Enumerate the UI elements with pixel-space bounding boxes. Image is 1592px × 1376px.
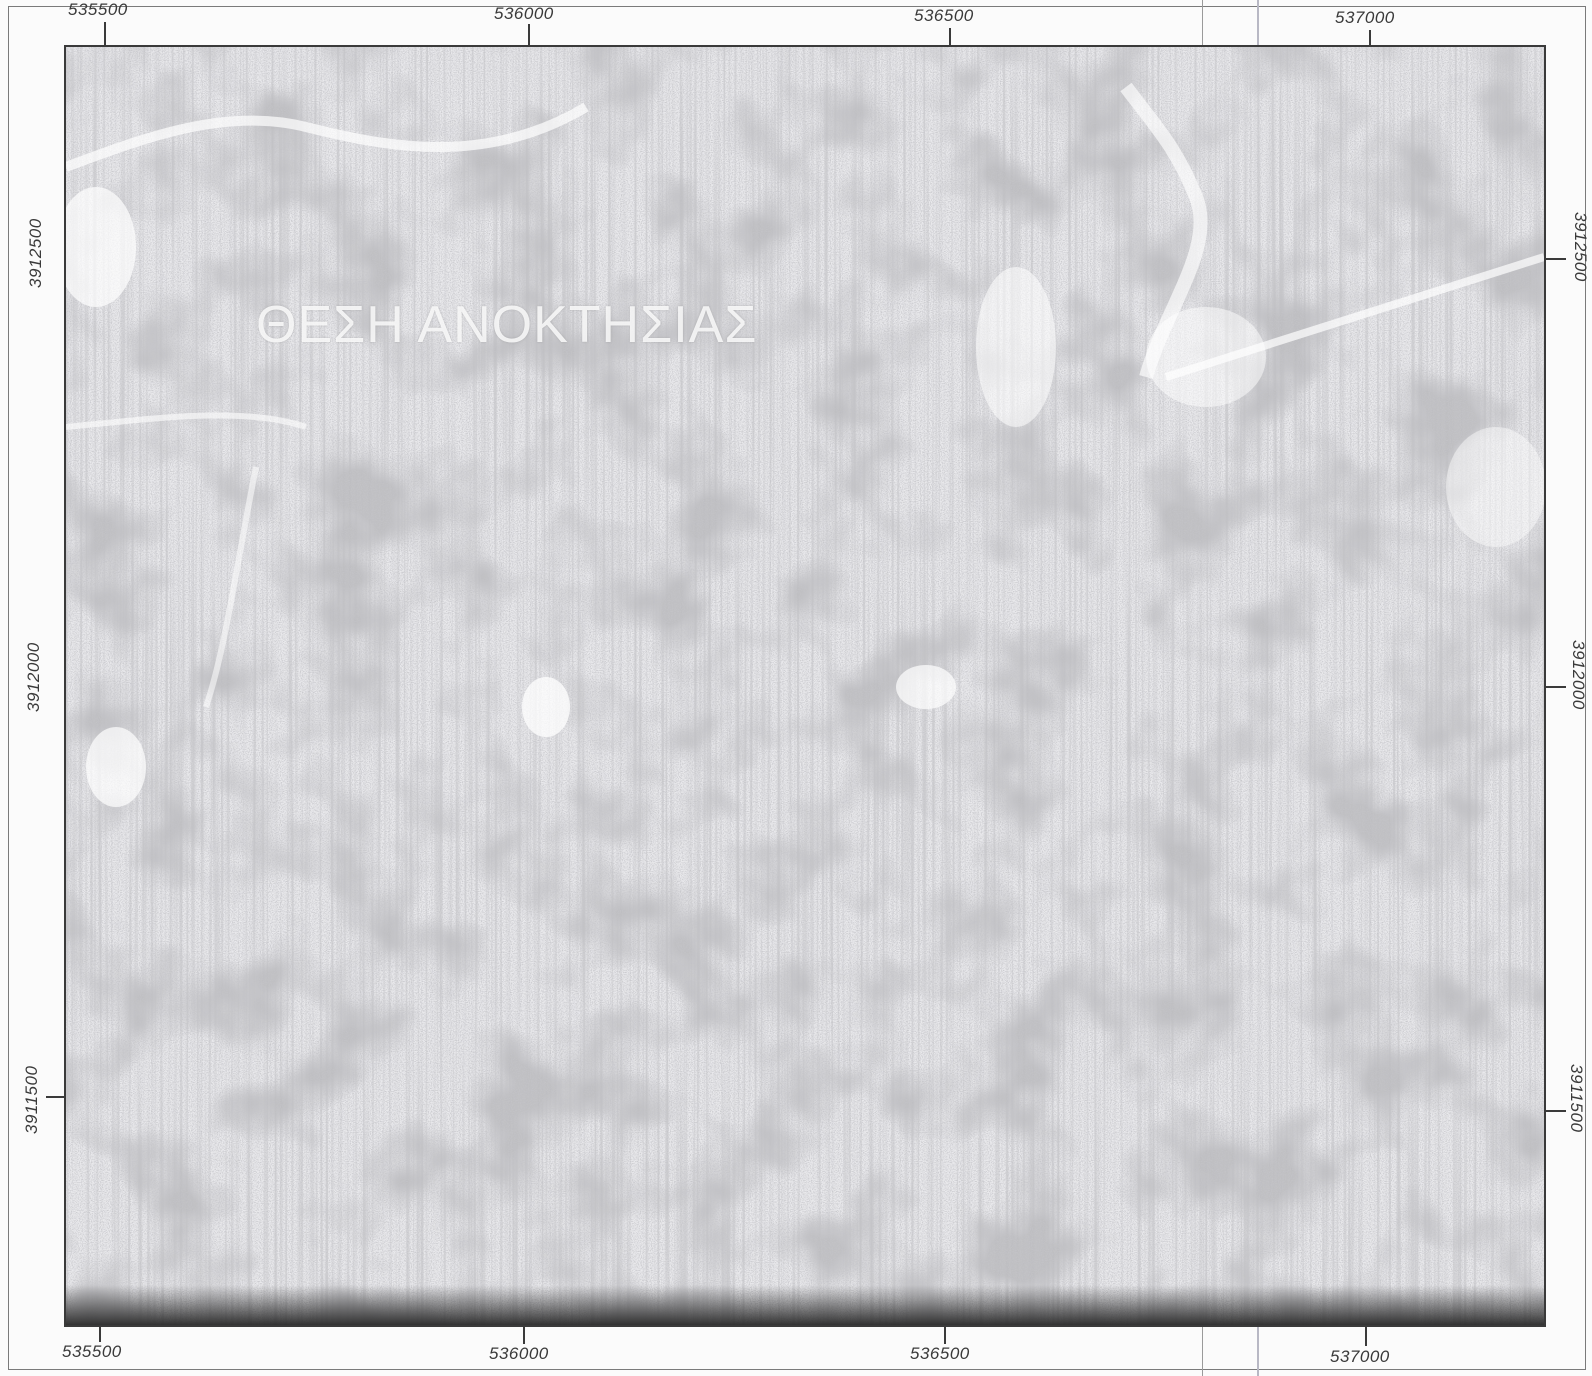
orthophoto-texture <box>66 47 1544 1325</box>
bottom-x-tick-mark <box>99 1322 101 1342</box>
right-y-tick-mark <box>1546 258 1566 260</box>
bottom-x-tick-mark <box>944 1324 946 1344</box>
top-x-tick-label: 537000 <box>1335 8 1395 27</box>
orthophoto-map: ΘΕΣΗ ΑΝΟΚΤΗΣΙΑΣ <box>64 45 1546 1327</box>
bottom-x-tick-mark <box>523 1324 525 1344</box>
place-name-label: ΘΕΣΗ ΑΝΟΚΤΗΣΙΑΣ <box>256 296 758 354</box>
top-x-tick-mark <box>1369 30 1371 51</box>
left-y-tick-mark <box>46 1096 66 1098</box>
scan-bottom-edge <box>66 1285 1544 1325</box>
right-y-tick-label: 3911500 <box>1567 1064 1586 1133</box>
right-y-tick-mark <box>1546 1110 1566 1112</box>
clearing <box>86 727 146 807</box>
top-x-tick-mark <box>528 24 530 47</box>
clearing <box>1146 307 1266 407</box>
right-y-tick-mark <box>1546 686 1566 688</box>
top-x-tick-mark <box>949 28 951 49</box>
clearing <box>1446 427 1544 547</box>
left-y-tick-label: 3912000 <box>24 642 43 712</box>
bottom-x-tick-label: 536000 <box>489 1344 549 1363</box>
clearing <box>976 267 1056 427</box>
bottom-x-tick-label: 535500 <box>62 1342 122 1361</box>
top-x-tick-label: 536000 <box>494 4 554 23</box>
bottom-x-tick-label: 537000 <box>1330 1347 1390 1366</box>
road-path <box>203 466 259 708</box>
left-y-tick-label: 3911500 <box>22 1065 41 1134</box>
clearing <box>66 187 136 307</box>
map-speckle-layer <box>66 47 1544 1325</box>
road-path <box>66 412 307 430</box>
right-y-tick-label: 3912000 <box>1569 640 1588 710</box>
top-x-tick-label: 535500 <box>68 0 128 19</box>
left-y-tick-label: 3912500 <box>26 218 45 288</box>
clearing <box>522 677 570 737</box>
top-x-tick-mark <box>104 22 106 47</box>
road-path <box>66 102 589 172</box>
top-x-tick-label: 536500 <box>914 6 974 25</box>
bottom-x-tick-mark <box>1365 1326 1367 1346</box>
bottom-x-tick-label: 536500 <box>910 1344 970 1363</box>
clearing <box>896 665 956 709</box>
right-y-tick-label: 3912500 <box>1571 212 1590 282</box>
